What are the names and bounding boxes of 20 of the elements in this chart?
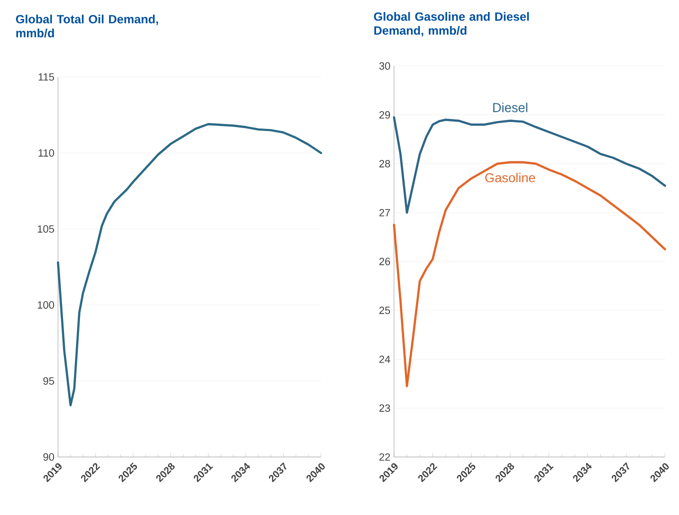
y-tick-label: 23 [379,404,390,412]
y-tick-label: 110 [38,149,54,157]
y-tick-label: 28 [379,160,390,168]
y-tick-label: 30 [379,62,390,70]
y-tick-label: 95 [43,377,54,385]
y-tick-label: 100 [38,301,54,309]
y-tick-label: 24 [379,356,390,363]
chart-title: Global Gasoline and Diesel Demand, mmb/d [374,12,529,36]
y-tick-label: 25 [379,306,390,314]
y-tick-label: 90 [43,453,54,461]
y-tick-label: 105 [38,225,54,233]
y-tick-label: 26 [379,258,390,266]
y-tick-label: 115 [38,73,54,81]
y-tick-label: 22 [379,453,390,461]
line-series [392,161,666,388]
series-label: Gasoline [485,172,536,182]
y-tick-label: 29 [379,111,390,119]
chart-title: Global Total Oil Demand, mmb/d [16,14,158,38]
series-label: Diesel [493,102,528,112]
y-tick-label: 27 [379,208,390,216]
